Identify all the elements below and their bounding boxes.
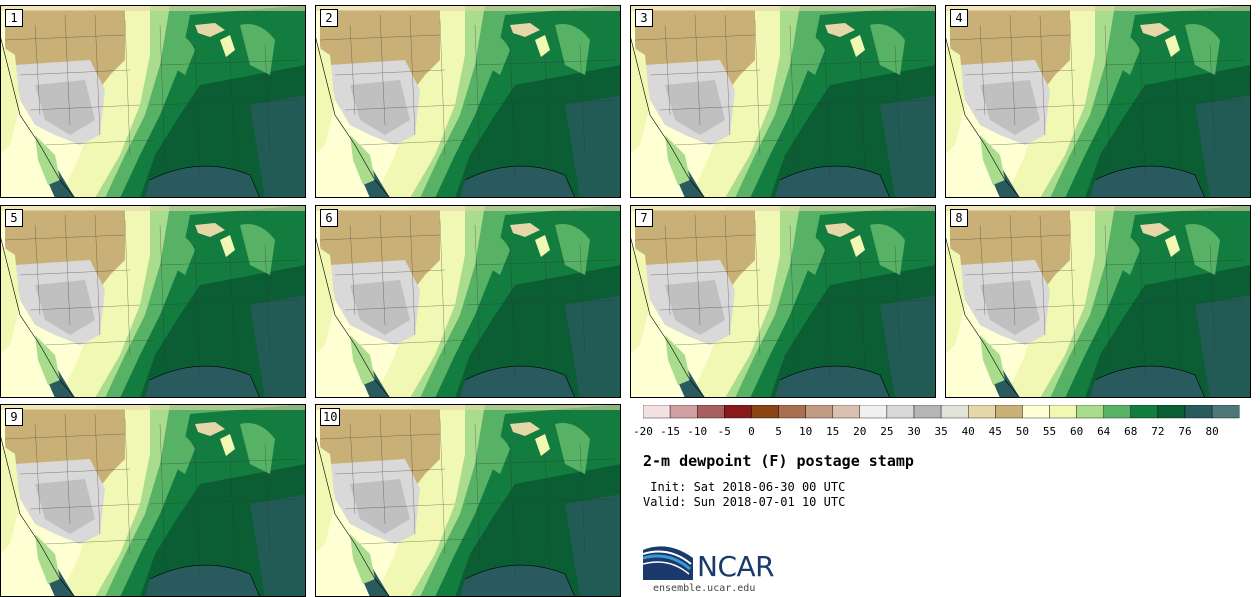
panel-label: 7 [635, 209, 653, 227]
colorbar-tick-label: 50 [1015, 425, 1030, 438]
colorbar-tick-label: 40 [961, 425, 975, 438]
dewpoint-map-panel: 7 [630, 205, 936, 398]
dewpoint-map-panel: 3 [630, 5, 936, 198]
colorbar-swatch [859, 405, 888, 419]
colorbar-tick-label: -20 [633, 425, 653, 438]
panel-label: 1 [5, 9, 23, 27]
colorbar-swatch [1049, 405, 1077, 419]
panel-label: 10 [320, 408, 341, 426]
colorbar-swatch [886, 405, 915, 419]
colorbar-swatch [940, 405, 969, 419]
colorbar-swatch [1103, 405, 1132, 419]
colorbar-swatch [805, 405, 833, 419]
colorbar-tick-label: 55 [1042, 425, 1057, 438]
colorbar [643, 405, 1240, 419]
dewpoint-map-panel: 5 [0, 205, 306, 398]
dewpoint-map-panel: 4 [945, 5, 1251, 198]
dewpoint-map-panel: 9 [0, 404, 306, 597]
dewpoint-map-panel: 6 [315, 205, 621, 398]
colorbar-tick-label: 30 [907, 425, 921, 438]
colorbar-swatch [1157, 405, 1186, 419]
colorbar-tick-label: -10 [687, 425, 708, 438]
colorbar-swatch [697, 405, 725, 419]
colorbar-tick-label: 45 [988, 425, 1002, 438]
colorbar-swatch [995, 405, 1023, 419]
colorbar-swatch [913, 405, 942, 419]
colorbar-swatch [1076, 405, 1104, 419]
dewpoint-map-panel: 1 [0, 5, 306, 198]
panel-label: 9 [5, 408, 23, 426]
dewpoint-map-panel: 2 [315, 5, 621, 198]
colorbar-tick-label: 20 [853, 425, 867, 438]
colorbar-swatch [669, 405, 698, 419]
colorbar-swatch [968, 405, 996, 419]
colorbar-tick-label: 0 [748, 425, 755, 438]
panel-label: 4 [950, 9, 968, 27]
colorbar-swatch [1022, 405, 1050, 419]
panel-label: 6 [320, 209, 338, 227]
colorbar-tick-label: 15 [826, 425, 840, 438]
colorbar-tick-label: 80 [1205, 425, 1219, 438]
colorbar-tick-label: 35 [934, 425, 948, 438]
dewpoint-map-panel: 10 [315, 404, 621, 597]
colorbar-tick-label: 72 [1151, 425, 1165, 438]
panel-label: 3 [635, 9, 653, 27]
colorbar-swatch [832, 405, 860, 419]
colorbar-tick-label: 25 [880, 425, 894, 438]
panel-label: 2 [320, 9, 338, 27]
site-url: ensemble.ucar.edu [653, 583, 756, 594]
colorbar-tick-label: 60 [1069, 425, 1084, 438]
colorbar-tick-label: -15 [660, 425, 681, 438]
colorbar-swatch [724, 405, 752, 419]
dewpoint-map-panel: 8 [945, 205, 1251, 398]
colorbar-tick-label: 76 [1178, 425, 1192, 438]
colorbar-swatch [751, 405, 779, 419]
panel-label: 5 [5, 209, 23, 227]
plot-title: 2-m dewpoint (F) postage stamp [643, 452, 914, 470]
colorbar-tick-label: 5 [775, 425, 782, 438]
colorbar-swatch [1184, 405, 1213, 419]
colorbar-tick-label: 10 [798, 425, 813, 438]
colorbar-tick-label: 68 [1124, 425, 1138, 438]
colorbar-swatch [1211, 405, 1240, 419]
colorbar-swatch [778, 405, 806, 419]
colorbar-swatch [643, 405, 671, 419]
valid-time: Valid: Sun 2018-07-01 10 UTC [643, 495, 846, 509]
panel-label: 8 [950, 209, 968, 227]
colorbar-tick-label: 64 [1097, 425, 1111, 438]
colorbar-swatch [1130, 405, 1159, 419]
ncar-logo-text: NCAR [697, 550, 775, 583]
ncar-logo [643, 546, 693, 580]
init-time: Init: Sat 2018-06-30 00 UTC [643, 480, 846, 494]
colorbar-tick-label: -5 [717, 425, 731, 438]
